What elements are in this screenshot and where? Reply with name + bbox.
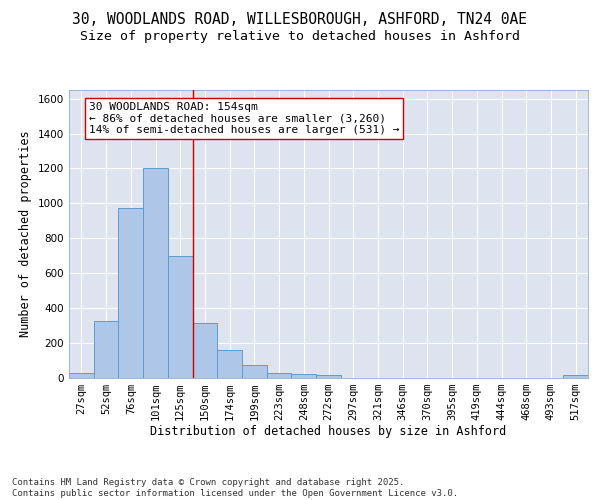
Text: Contains HM Land Registry data © Crown copyright and database right 2025.
Contai: Contains HM Land Registry data © Crown c… xyxy=(12,478,458,498)
Bar xyxy=(242,366,267,378)
Bar xyxy=(267,373,292,378)
X-axis label: Distribution of detached houses by size in Ashford: Distribution of detached houses by size … xyxy=(151,426,506,438)
Text: 30, WOODLANDS ROAD, WILLESBOROUGH, ASHFORD, TN24 0AE: 30, WOODLANDS ROAD, WILLESBOROUGH, ASHFO… xyxy=(73,12,527,28)
Bar xyxy=(94,321,118,378)
Bar xyxy=(143,168,168,378)
Bar xyxy=(118,208,143,378)
Bar xyxy=(316,375,341,378)
Bar xyxy=(193,324,217,378)
Text: 30 WOODLANDS ROAD: 154sqm
← 86% of detached houses are smaller (3,260)
14% of se: 30 WOODLANDS ROAD: 154sqm ← 86% of detac… xyxy=(89,102,399,136)
Bar xyxy=(168,256,193,378)
Bar xyxy=(69,372,94,378)
Y-axis label: Number of detached properties: Number of detached properties xyxy=(19,130,32,337)
Bar xyxy=(292,374,316,378)
Bar xyxy=(563,376,588,378)
Text: Size of property relative to detached houses in Ashford: Size of property relative to detached ho… xyxy=(80,30,520,43)
Bar xyxy=(217,350,242,378)
